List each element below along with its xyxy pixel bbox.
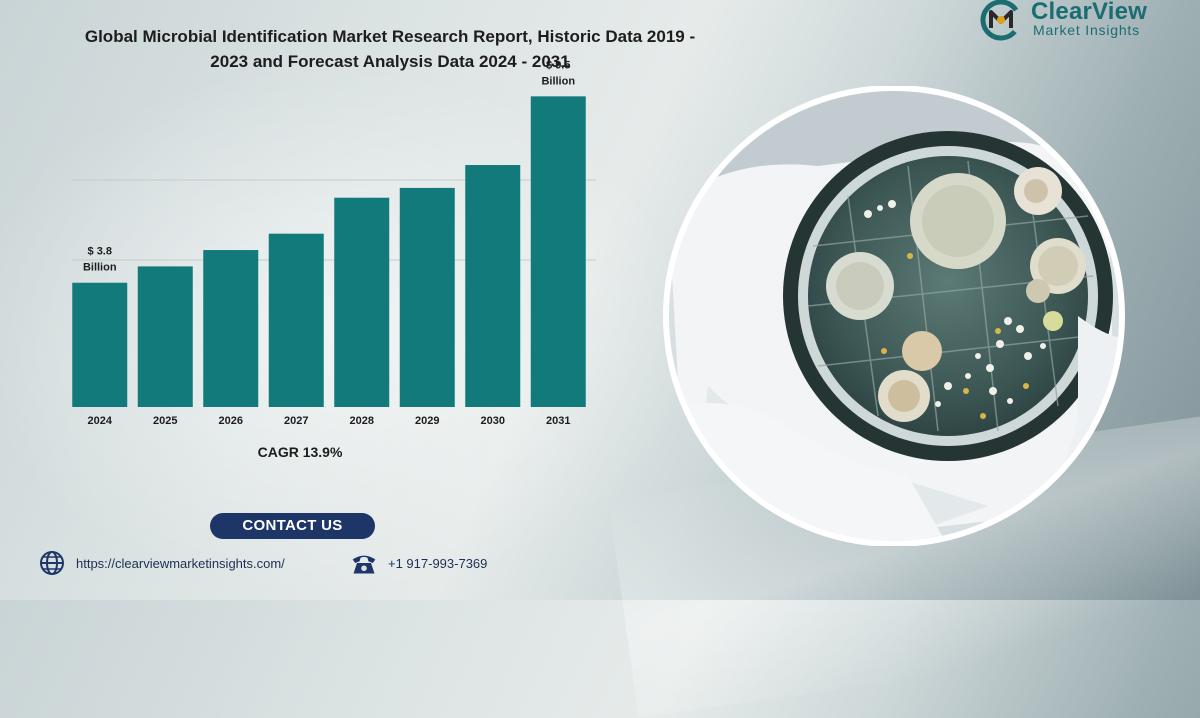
x-tick-label: 2028 xyxy=(350,415,374,427)
x-tick-label: 2026 xyxy=(219,415,243,427)
bar-2029 xyxy=(399,187,455,407)
bar-2030 xyxy=(465,165,521,407)
data-label-unit: Billion xyxy=(83,262,117,274)
x-tick-label: 2027 xyxy=(284,415,308,427)
data-label-unit: Billion xyxy=(541,75,575,87)
x-tick-label: 2029 xyxy=(415,415,439,427)
phone-number[interactable]: +1 917-993-7369 xyxy=(388,555,488,571)
website-link[interactable]: https://clearviewmarketinsights.com/ xyxy=(76,555,285,571)
data-label: $ 3.8 xyxy=(88,246,112,258)
bar-2024 xyxy=(72,282,128,407)
logo-subtitle: Market Insights xyxy=(1033,22,1140,38)
cagr-label: CAGR 13.9% xyxy=(257,444,343,460)
brand-logo[interactable]: ClearView Market Insights xyxy=(977,0,1197,44)
page-title: Global Microbial Identification Market R… xyxy=(20,24,760,74)
bar-2031 xyxy=(530,96,586,407)
x-tick-label: 2024 xyxy=(88,415,113,427)
clearview-logo-icon xyxy=(980,0,1022,41)
telephone-icon xyxy=(352,555,376,574)
title-line-1: Global Microbial Identification Market R… xyxy=(84,27,696,46)
phone-contact[interactable]: +1 917-993-7369 xyxy=(350,549,487,577)
bar-2025 xyxy=(137,266,193,407)
x-tick-label: 2025 xyxy=(153,415,177,427)
bar-chart: 2024 2025 2026 2027 2028 2029 2030 2031 $ 3.8 Bil… xyxy=(72,59,596,427)
bar-2028 xyxy=(334,197,390,407)
website-contact[interactable]: https://clearviewmarketinsights.com/ xyxy=(38,549,285,577)
title-line-2: 2023 and Forecast Analysis Data 2024 - 2… xyxy=(210,52,570,71)
globe-icon xyxy=(40,551,64,575)
data-label: $ 9.5 xyxy=(546,59,570,71)
x-tick-label: 2031 xyxy=(546,415,570,427)
logo-name: ClearView xyxy=(1031,0,1148,25)
x-tick-label: 2030 xyxy=(481,415,505,427)
contact-us-button[interactable]: CONTACT US xyxy=(210,513,375,539)
bar-2026 xyxy=(203,250,259,407)
petri-dish-photo xyxy=(663,86,1125,546)
bar-2027 xyxy=(268,233,324,407)
